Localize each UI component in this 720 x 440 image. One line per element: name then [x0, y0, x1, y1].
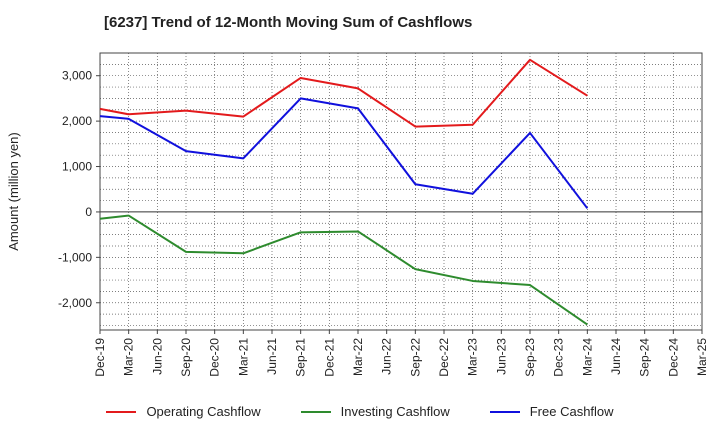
x-tick-label: Jun-24 [609, 338, 623, 375]
legend-item-operating: Operating Cashflow [106, 404, 261, 419]
x-tick-label: Jun-23 [494, 338, 508, 375]
x-tick-label: Mar-25 [695, 338, 709, 376]
x-tick-label: Sep-24 [638, 338, 652, 377]
x-tick-label: Sep-22 [408, 338, 422, 377]
x-tick-label: Jun-21 [265, 338, 279, 375]
y-tick-label: -1,000 [58, 250, 92, 264]
legend-label-investing: Investing Cashflow [340, 404, 450, 419]
y-tick-label: 3,000 [62, 69, 92, 83]
legend-label-operating: Operating Cashflow [146, 404, 261, 419]
series-line-1 [99, 214, 588, 326]
chart-legend: Operating Cashflow Investing Cashflow Fr… [0, 404, 720, 419]
plot-border [99, 52, 703, 331]
series-line-0 [99, 58, 588, 128]
x-tick-label: Jun-20 [150, 338, 164, 375]
x-tick-label: Dec-24 [666, 338, 680, 377]
x-tick-label: Mar-24 [580, 338, 594, 376]
x-tick-label: Sep-20 [179, 338, 193, 377]
plot-area [100, 53, 702, 330]
legend-item-free: Free Cashflow [489, 404, 614, 419]
series-line-2 [99, 97, 589, 209]
y-tick-label: 0 [85, 205, 92, 219]
x-tick-label: Sep-23 [523, 338, 537, 377]
x-tick-label: Dec-20 [208, 338, 222, 377]
legend-swatch-free [489, 410, 520, 413]
x-tick-label: Mar-21 [236, 338, 250, 376]
y-tick-label: 1,000 [62, 160, 92, 174]
legend-swatch-investing [300, 410, 331, 413]
x-tick-label: Dec-19 [93, 338, 107, 377]
x-tick-label: Dec-21 [322, 338, 336, 377]
x-tick-label: Dec-22 [437, 338, 451, 377]
x-tick-label: Dec-23 [552, 338, 566, 377]
y-axis-title: Amount (million yen) [6, 132, 21, 251]
x-tick-label: Mar-23 [466, 338, 480, 376]
y-tick-label: -2,000 [58, 296, 92, 310]
chart-title: [6237] Trend of 12-Month Moving Sum of C… [104, 14, 473, 31]
x-tick-label: Jun-22 [380, 338, 394, 375]
x-tick-label: Mar-22 [351, 338, 365, 376]
legend-swatch-operating [106, 410, 137, 413]
legend-item-investing: Investing Cashflow [300, 404, 450, 419]
legend-label-free: Free Cashflow [529, 404, 614, 419]
x-tick-label: Mar-20 [122, 338, 136, 376]
x-tick-label: Sep-21 [294, 338, 308, 377]
y-tick-label: 2,000 [62, 114, 92, 128]
